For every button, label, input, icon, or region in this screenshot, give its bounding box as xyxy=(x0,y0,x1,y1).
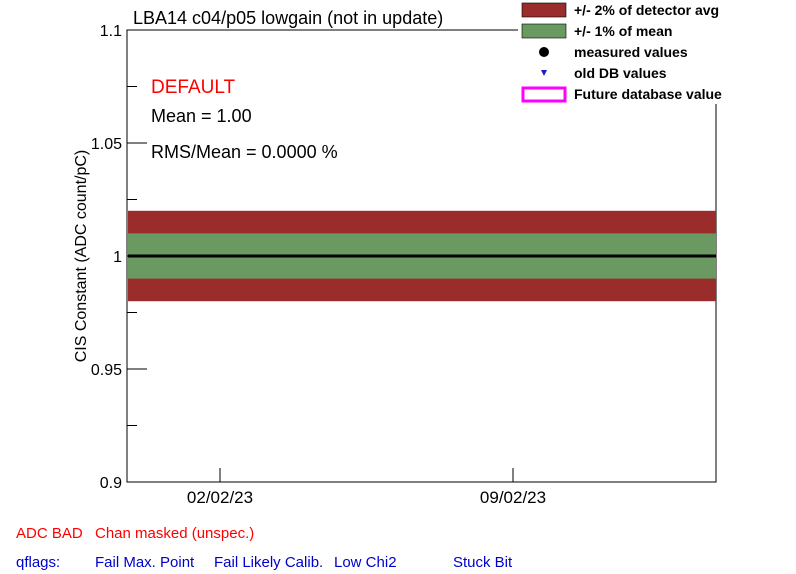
mean-annotation: Mean = 1.00 xyxy=(151,106,252,126)
legend-label: +/- 2% of detector avg xyxy=(574,2,719,18)
legend-label: +/- 1% of mean xyxy=(574,23,672,39)
legend-item: old DB values xyxy=(541,65,667,81)
flag-low-chi2: Low Chi2 xyxy=(334,554,397,571)
y-axis: 0.9 0.95 1 1.05 1.1 xyxy=(91,23,147,492)
chart-title: LBA14 c04/p05 lowgain (not in update) xyxy=(133,8,443,28)
flag-stuck-bit: Stuck Bit xyxy=(453,554,513,571)
legend-item: +/- 1% of mean xyxy=(521,23,672,39)
flag-fail-max-point: Fail Max. Point xyxy=(95,554,195,571)
legend-item: Future database value xyxy=(521,86,722,103)
legend-marker xyxy=(541,70,547,76)
legend-item: measured values xyxy=(539,44,688,60)
y-tick-label: 0.9 xyxy=(100,475,122,492)
legend-label: measured values xyxy=(574,44,688,60)
qflags-label: qflags: xyxy=(16,554,61,571)
legend-swatch xyxy=(521,2,567,18)
legend-label: old DB values xyxy=(574,65,667,81)
x-tick-label: 09/02/23 xyxy=(480,488,546,507)
status-annotation: DEFAULT xyxy=(151,77,236,98)
rms-annotation: RMS/Mean = 0.0000 % xyxy=(151,142,338,162)
flag-fail-likely-calib: Fail Likely Calib. xyxy=(214,554,324,571)
x-axis: 02/02/23 09/02/23 xyxy=(187,468,546,507)
legend: +/- 2% of detector avg +/- 1% of mean meas… xyxy=(518,0,746,104)
legend-item: +/- 2% of detector avg xyxy=(521,2,719,18)
chan-masked-label: Chan masked (unspec.) xyxy=(95,525,255,542)
y-tick-label: 1.05 xyxy=(91,136,122,153)
legend-marker xyxy=(539,47,549,57)
adc-bad-label: ADC BAD xyxy=(16,525,83,542)
y-tick-label: 1.1 xyxy=(100,23,122,40)
y-axis-label: CIS Constant (ADC count/pC) xyxy=(73,150,90,363)
y-tick-label: 1 xyxy=(113,249,122,266)
x-tick-label: 02/02/23 xyxy=(187,488,253,507)
y-tick-label: 0.95 xyxy=(91,362,122,379)
legend-label: Future database value xyxy=(574,86,722,102)
legend-swatch xyxy=(521,23,567,39)
legend-swatch xyxy=(521,86,567,103)
